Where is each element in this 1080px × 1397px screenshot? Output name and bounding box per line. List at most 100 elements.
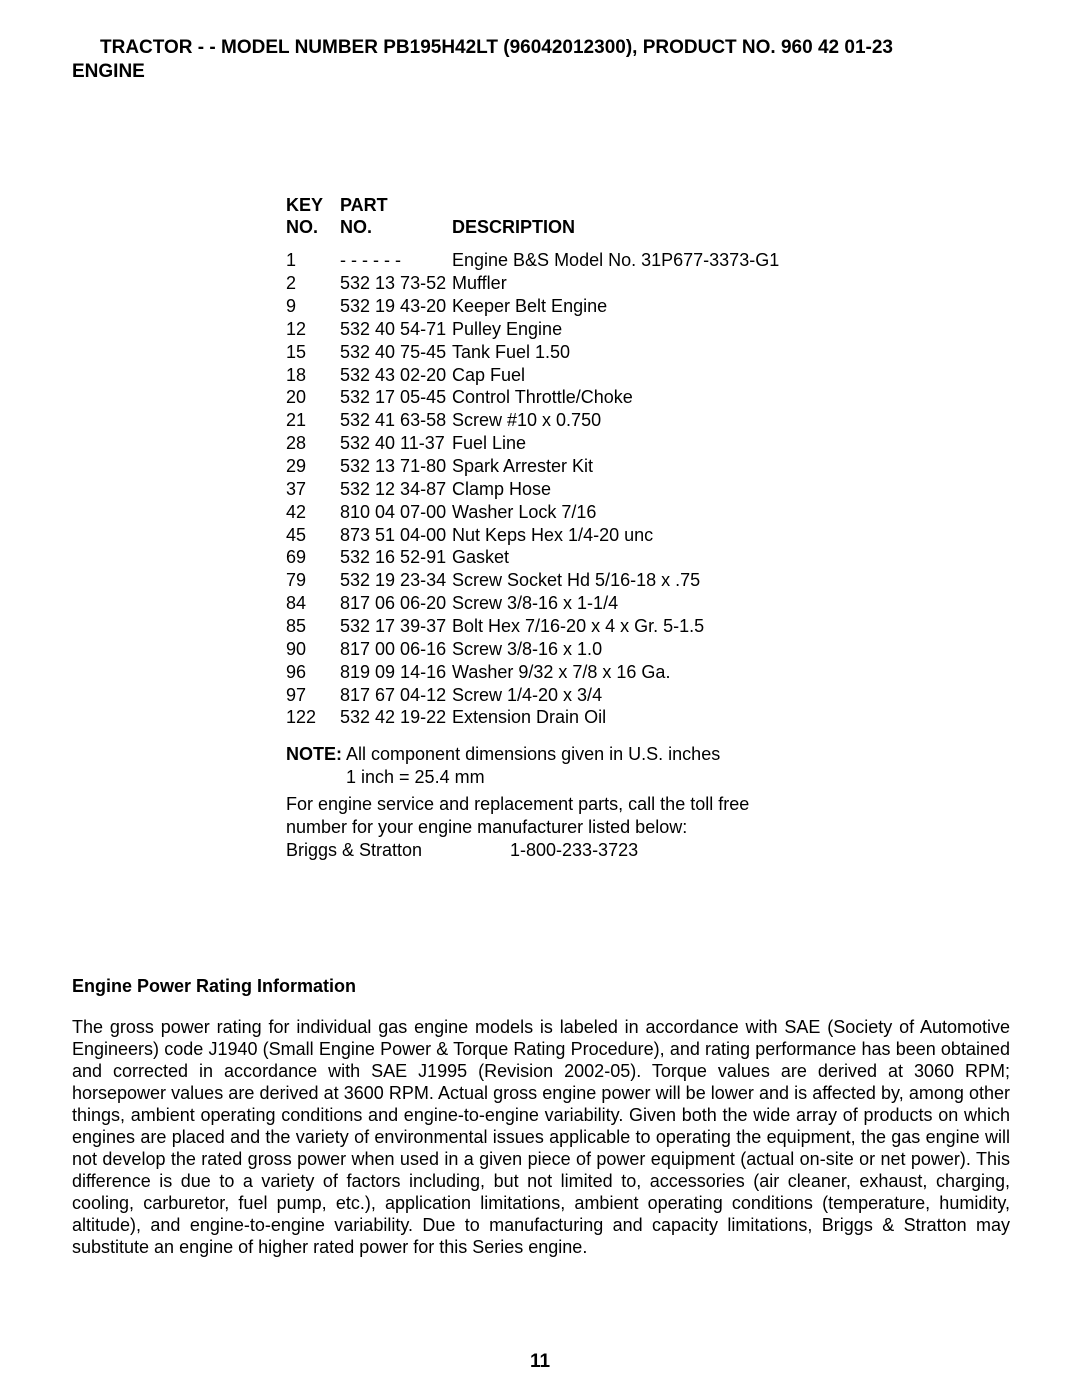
rating-body: The gross power rating for individual ga… <box>72 1017 1010 1258</box>
part-number: 532 17 05-45 <box>340 386 452 409</box>
part-description: Washer 9/32 x 7/8 x 16 Ga. <box>452 661 670 684</box>
note-label: NOTE: <box>286 744 342 764</box>
part-description: Tank Fuel 1.50 <box>452 341 570 364</box>
parts-row: 96819 09 14-16Washer 9/32 x 7/8 x 16 Ga. <box>286 661 1008 684</box>
part-number: 532 13 73-52 <box>340 272 452 295</box>
part-description: Control Throttle/Choke <box>452 386 633 409</box>
parts-row: 37532 12 34-87Clamp Hose <box>286 478 1008 501</box>
part-key-no: 9 <box>286 295 340 318</box>
part-number: 532 43 02-20 <box>340 364 452 387</box>
part-key-no: 37 <box>286 478 340 501</box>
service-line-2: number for your engine manufacturer list… <box>286 816 1008 839</box>
part-number: 532 40 54-71 <box>340 318 452 341</box>
parts-row: 28532 40 11-37Fuel Line <box>286 432 1008 455</box>
document-header: TRACTOR - - MODEL NUMBER PB195H42LT (960… <box>72 36 1008 84</box>
part-description: Screw 3/8-16 x 1.0 <box>452 638 602 661</box>
manufacturer-phone: 1-800-233-3723 <box>510 839 638 862</box>
part-description: Clamp Hose <box>452 478 551 501</box>
part-number: 817 67 04-12 <box>340 684 452 707</box>
part-number: 819 09 14-16 <box>340 661 452 684</box>
col-header-key-1: KEY <box>286 194 340 217</box>
part-description: Keeper Belt Engine <box>452 295 607 318</box>
parts-row: 42810 04 07-00Washer Lock 7/16 <box>286 501 1008 524</box>
col-header-part-1: PART <box>340 194 452 217</box>
part-key-no: 29 <box>286 455 340 478</box>
note-block: NOTE: All component dimensions given in … <box>286 743 1008 861</box>
part-key-no: 15 <box>286 341 340 364</box>
col-header-part-2: NO. <box>340 216 452 239</box>
part-number: 532 40 75-45 <box>340 341 452 364</box>
part-number: 532 17 39-37 <box>340 615 452 638</box>
part-key-no: 1 <box>286 249 340 272</box>
part-key-no: 122 <box>286 706 340 729</box>
part-description: Screw 1/4-20 x 3/4 <box>452 684 602 707</box>
part-description: Gasket <box>452 546 509 569</box>
parts-row: 18532 43 02-20Cap Fuel <box>286 364 1008 387</box>
part-description: Cap Fuel <box>452 364 525 387</box>
parts-row: 122532 42 19-22Extension Drain Oil <box>286 706 1008 729</box>
parts-row: 79532 19 23-34Screw Socket Hd 5/16-18 x … <box>286 569 1008 592</box>
part-number: 532 16 52-91 <box>340 546 452 569</box>
part-number: 817 06 06-20 <box>340 592 452 615</box>
part-description: Screw #10 x 0.750 <box>452 409 601 432</box>
part-key-no: 69 <box>286 546 340 569</box>
part-key-no: 45 <box>286 524 340 547</box>
manufacturer-row: Briggs & Stratton 1-800-233-3723 <box>286 839 1008 862</box>
rating-section: Engine Power Rating Information The gros… <box>72 976 1010 1258</box>
part-key-no: 2 <box>286 272 340 295</box>
header-model-line: TRACTOR - - MODEL NUMBER PB195H42LT (960… <box>72 36 1008 60</box>
part-description: Engine B&S Model No. 31P677-3373-G1 <box>452 249 779 272</box>
parts-row: 1- - - - - -Engine B&S Model No. 31P677-… <box>286 249 1008 272</box>
column-headers-row1: KEY PART <box>286 194 1008 217</box>
part-key-no: 12 <box>286 318 340 341</box>
part-number: 532 13 71-80 <box>340 455 452 478</box>
parts-row: 45873 51 04-00Nut Keps Hex 1/4-20 unc <box>286 524 1008 547</box>
parts-row: 97817 67 04-12Screw 1/4-20 x 3/4 <box>286 684 1008 707</box>
part-number: 817 00 06-16 <box>340 638 452 661</box>
rating-title: Engine Power Rating Information <box>72 976 1010 997</box>
parts-row: 20532 17 05-45Control Throttle/Choke <box>286 386 1008 409</box>
parts-row: 85532 17 39-37Bolt Hex 7/16-20 x 4 x Gr.… <box>286 615 1008 638</box>
part-number: - - - - - - <box>340 249 452 272</box>
part-key-no: 96 <box>286 661 340 684</box>
part-description: Washer Lock 7/16 <box>452 501 596 524</box>
part-number: 532 40 11-37 <box>340 432 452 455</box>
parts-row: 29532 13 71-80Spark Arrester Kit <box>286 455 1008 478</box>
part-description: Fuel Line <box>452 432 526 455</box>
part-number: 810 04 07-00 <box>340 501 452 524</box>
part-key-no: 97 <box>286 684 340 707</box>
parts-row: 2532 13 73-52Muffler <box>286 272 1008 295</box>
part-number: 532 19 23-34 <box>340 569 452 592</box>
col-header-desc: DESCRIPTION <box>452 216 575 239</box>
part-key-no: 90 <box>286 638 340 661</box>
column-headers-row2: NO. NO. DESCRIPTION <box>286 216 1008 239</box>
parts-row: 15532 40 75-45Tank Fuel 1.50 <box>286 341 1008 364</box>
part-key-no: 42 <box>286 501 340 524</box>
parts-rows-container: 1- - - - - -Engine B&S Model No. 31P677-… <box>286 249 1008 729</box>
note-text-1: All component dimensions given in U.S. i… <box>342 744 720 764</box>
part-key-no: 21 <box>286 409 340 432</box>
part-description: Screw 3/8-16 x 1-1/4 <box>452 592 618 615</box>
parts-row: 12532 40 54-71Pulley Engine <box>286 318 1008 341</box>
part-description: Pulley Engine <box>452 318 562 341</box>
parts-row: 21532 41 63-58Screw #10 x 0.750 <box>286 409 1008 432</box>
part-description: Extension Drain Oil <box>452 706 606 729</box>
part-description: Muffler <box>452 272 507 295</box>
part-key-no: 84 <box>286 592 340 615</box>
part-description: Nut Keps Hex 1/4-20 unc <box>452 524 653 547</box>
part-number: 532 12 34-87 <box>340 478 452 501</box>
part-description: Spark Arrester Kit <box>452 455 593 478</box>
service-line-1: For engine service and replacement parts… <box>286 793 1008 816</box>
part-description: Screw Socket Hd 5/16-18 x .75 <box>452 569 700 592</box>
page-number: 11 <box>0 1351 1080 1373</box>
manufacturer-name: Briggs & Stratton <box>286 839 510 862</box>
parts-row: 84817 06 06-20Screw 3/8-16 x 1-1/4 <box>286 592 1008 615</box>
part-key-no: 28 <box>286 432 340 455</box>
parts-row: 69532 16 52-91Gasket <box>286 546 1008 569</box>
header-section-line: ENGINE <box>72 60 1008 84</box>
part-key-no: 85 <box>286 615 340 638</box>
part-number: 873 51 04-00 <box>340 524 452 547</box>
part-key-no: 18 <box>286 364 340 387</box>
parts-list-block: KEY PART NO. NO. DESCRIPTION 1- - - - - … <box>286 194 1008 862</box>
note-line-2: 1 inch = 25.4 mm <box>286 766 1008 789</box>
